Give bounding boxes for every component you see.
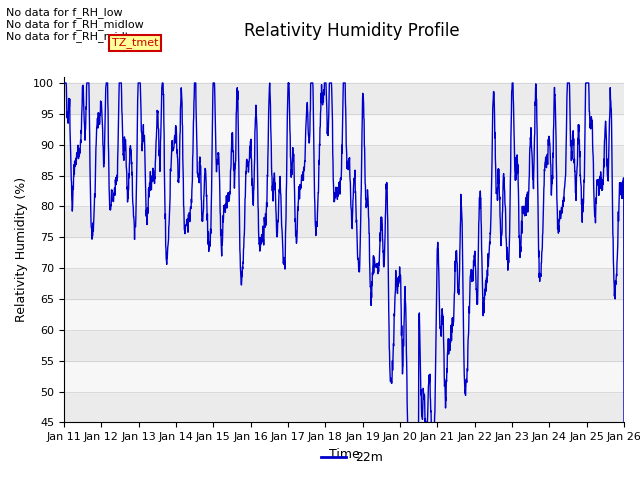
Bar (64, 392, 624, 422)
Bar (64, 268, 624, 299)
Text: TZ_tmet: TZ_tmet (112, 37, 159, 48)
Bar (64, 237, 624, 268)
Text: Relativity Humidity Profile: Relativity Humidity Profile (244, 22, 460, 40)
X-axis label: Time: Time (328, 448, 360, 461)
Bar (64, 330, 624, 360)
Text: No data for f_RH_midtop: No data for f_RH_midtop (6, 31, 143, 42)
Bar (64, 176, 624, 206)
Text: No data for f_RH_low: No data for f_RH_low (6, 7, 123, 18)
Y-axis label: Relativity Humidity (%): Relativity Humidity (%) (15, 177, 28, 322)
Bar (64, 299, 624, 330)
Bar (64, 206, 624, 237)
Bar (64, 144, 624, 176)
Text: No data for f_RH_midlow: No data for f_RH_midlow (6, 19, 144, 30)
Bar (64, 360, 624, 392)
Bar (64, 114, 624, 144)
Bar (64, 83, 624, 114)
Legend: 22m: 22m (316, 446, 388, 469)
